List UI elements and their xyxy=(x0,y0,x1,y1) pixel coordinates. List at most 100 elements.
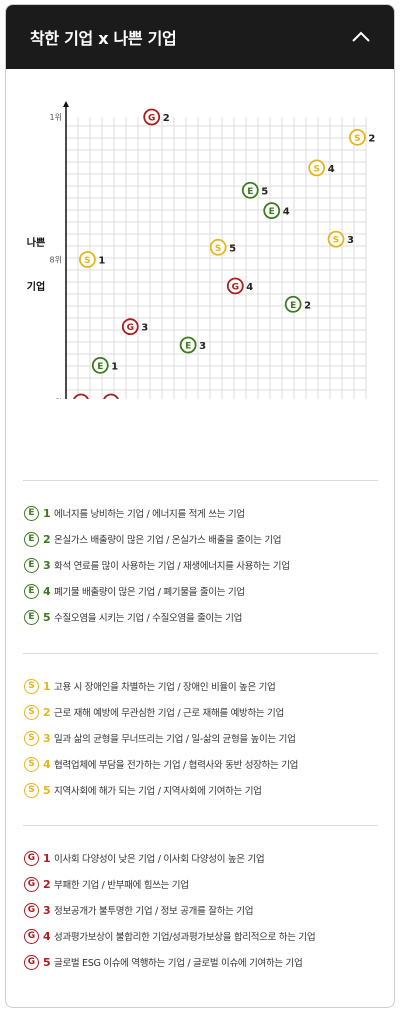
point-letter: S xyxy=(313,164,319,174)
legend-item: G 1 이사회 다양성이 낮은 기업 / 이사회 다양성이 높은 기업 xyxy=(6,845,394,871)
legend-badge-letter: E xyxy=(24,609,39,625)
legend-text: 협력업체에 부담을 전가하는 기업 / 협력사와 동반 성장하는 기업 xyxy=(54,760,299,771)
point-letter: S xyxy=(354,134,360,144)
legend-item: E 3 화석 연료를 많이 사용하는 기업 / 재생에너지를 사용하는 기업 xyxy=(6,552,394,578)
legend-badge-letter: G xyxy=(24,876,39,892)
collapse-chevron-up-icon[interactable] xyxy=(348,24,374,50)
legend-item: E 4 폐기물 배출량이 많은 기업 / 폐기물을 줄이는 기업 xyxy=(6,578,394,604)
legend-text: 화석 연료를 많이 사용하는 기업 / 재생에너지를 사용하는 기업 xyxy=(54,561,290,572)
legend-badge-letter: G xyxy=(24,850,39,866)
legend-badge-number: 2 xyxy=(43,705,51,719)
legend-badge-number: 4 xyxy=(43,757,51,771)
y-axis-label: 나쁜 xyxy=(27,236,45,249)
legend-badge-number: 4 xyxy=(43,929,51,943)
point-number: 5 xyxy=(229,243,236,254)
point-letter: G xyxy=(77,399,84,400)
legend-badge-letter: E xyxy=(24,531,39,547)
point-number: 1 xyxy=(98,256,105,267)
point-number: 2 xyxy=(304,300,311,311)
point-number: 4 xyxy=(328,164,335,175)
legend-item: G 3 정보공개가 불투명한 기업 / 정보 공개를 잘하는 기업 xyxy=(6,897,394,923)
legend-item: S 5 지역사회에 해가 되는 기업 / 지역사회에 기여하는 기업 xyxy=(6,777,394,803)
legend-group-governance: G 1 이사회 다양성이 낮은 기업 / 이사회 다양성이 높은 기업 G 2 부패한 기… xyxy=(6,845,394,975)
point-marker xyxy=(121,318,139,336)
point-number: 1 xyxy=(111,361,118,372)
point-marker xyxy=(209,238,227,256)
legend-item: E 1 에너지를 낭비하는 기업 / 에너지를 적게 쓰는 기업 xyxy=(6,500,394,526)
y-tick-label: 1위 xyxy=(50,113,62,122)
legend-badge-letter: G xyxy=(24,928,39,944)
legend-text: 부패한 기업 / 반부패에 힘쓰는 기업 xyxy=(54,880,189,891)
legend-badge-number: 3 xyxy=(43,558,51,572)
point-number: 5 xyxy=(122,398,129,399)
point-letter: S xyxy=(333,236,339,246)
point-marker xyxy=(179,336,197,354)
divider xyxy=(23,653,378,654)
legend-group-social: S 1 고용 시 장애인을 차별하는 기업 / 장애인 비율이 높은 기업 S 2 근로 … xyxy=(6,673,394,803)
point-letter: G xyxy=(127,323,134,333)
point-marker xyxy=(284,295,302,313)
legend-badge-number: 2 xyxy=(43,532,51,546)
point-number: 3 xyxy=(141,323,148,334)
legend-badge-letter: G xyxy=(24,954,39,970)
legend-item: G 4 성과평가보상이 불합리한 기업/성과평가보상을 합리적으로 하는 기업 xyxy=(6,923,394,949)
legend-text: 근로 재해 예방에 무관심한 기업 / 근로 재해를 예방하는 기업 xyxy=(54,708,284,719)
legend-badge-number: 1 xyxy=(43,851,51,865)
legend-text: 글로벌 ESG 이슈에 역행하는 기업 / 글로벌 이슈에 기여하는 기업 xyxy=(54,958,303,969)
point-letter: S xyxy=(84,256,90,266)
point-number: 1 xyxy=(92,398,99,399)
point-number: 4 xyxy=(246,282,253,293)
legend-badge-number: 5 xyxy=(43,783,51,797)
legend-text: 수질오염을 시키는 기업 / 수질오염을 줄이는 기업 xyxy=(54,613,243,624)
point-marker xyxy=(308,159,326,177)
legend-badge-letter: S xyxy=(24,678,39,694)
point-marker xyxy=(91,356,109,374)
legend-item: S 4 협력업체에 부담을 전가하는 기업 / 협력사와 동반 성장하는 기업 xyxy=(6,751,394,777)
point-marker xyxy=(143,108,161,126)
legend-badge-letter: S xyxy=(24,756,39,772)
legend-item: S 2 근로 재해 예방에 무관심한 기업 / 근로 재해를 예방하는 기업 xyxy=(6,699,394,725)
point-letter: G xyxy=(148,114,155,124)
legend-badge-number: 3 xyxy=(43,903,51,917)
legend-badge-letter: E xyxy=(24,557,39,573)
chart-card: 착한 기업 x 나쁜 기업 1위8위15위8위1위착한 기업나쁜기업G2S2S4… xyxy=(5,4,395,1008)
legend-text: 온실가스 배출량이 많은 기업 / 온실가스 배출을 줄이는 기업 xyxy=(54,535,282,546)
point-number: 3 xyxy=(199,341,206,352)
legend-badge-number: 5 xyxy=(43,610,51,624)
point-marker xyxy=(103,393,119,399)
legend-badge-letter: E xyxy=(24,583,39,599)
point-letter: E xyxy=(290,301,296,311)
legend-text: 일과 삶의 균형을 무너뜨리는 기업 / 일-삶의 균형을 높이는 기업 xyxy=(54,734,296,745)
point-marker xyxy=(226,277,244,295)
legend-badge-letter: S xyxy=(24,782,39,798)
legend-group-environment: E 1 에너지를 낭비하는 기업 / 에너지를 적게 쓰는 기업 E 2 온실가스 배출량… xyxy=(6,500,394,630)
legend-text: 정보공개가 불투명한 기업 / 정보 공개를 잘하는 기업 xyxy=(54,906,254,917)
y-axis-arrow xyxy=(63,101,69,107)
legend-item: E 2 온실가스 배출량이 많은 기업 / 온실가스 배출을 줄이는 기업 xyxy=(6,526,394,552)
point-number: 5 xyxy=(261,186,268,197)
point-marker xyxy=(349,128,366,146)
legend-badge-letter: G xyxy=(24,902,39,918)
legend-badge-letter: E xyxy=(24,505,39,521)
card-title: 착한 기업 x 나쁜 기업 xyxy=(30,29,177,48)
point-marker xyxy=(327,230,345,248)
legend-item: S 1 고용 시 장애인을 차별하는 기업 / 장애인 비율이 높은 기업 xyxy=(6,673,394,699)
legend-badge-letter: S xyxy=(24,730,39,746)
legend-text: 에너지를 낭비하는 기업 / 에너지를 적게 쓰는 기업 xyxy=(54,509,245,520)
point-letter: S xyxy=(215,244,221,254)
point-number: 3 xyxy=(347,235,354,246)
legend-badge-number: 1 xyxy=(43,679,51,693)
divider xyxy=(23,480,378,481)
legend-badge-number: 4 xyxy=(43,584,51,598)
point-letter: E xyxy=(247,187,253,197)
